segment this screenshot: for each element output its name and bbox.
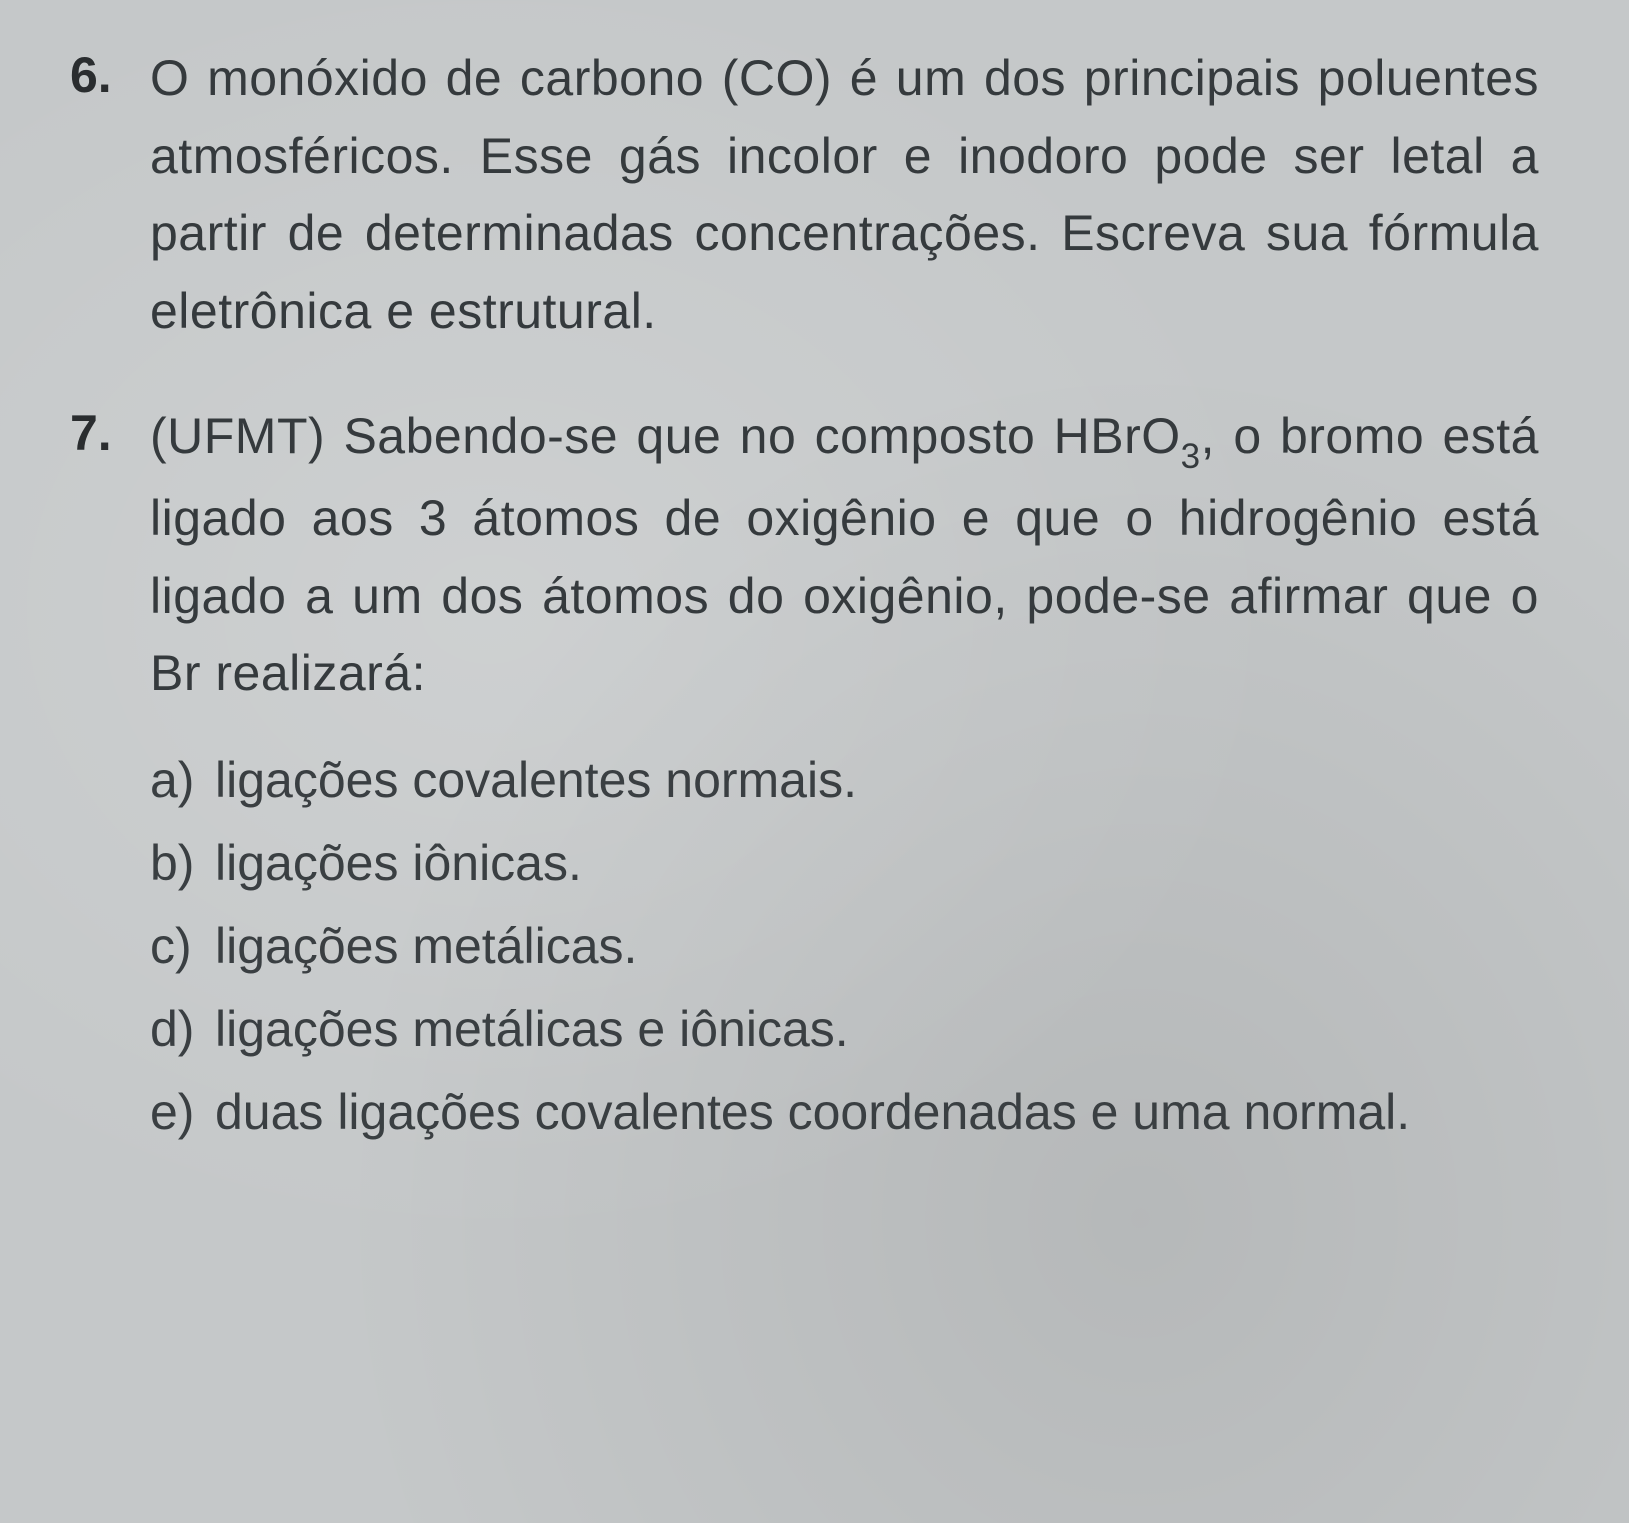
option-letter: e)	[150, 1075, 215, 1150]
option-letter: d)	[150, 992, 215, 1067]
options-list: a) ligações covalentes normais. b) ligaç…	[150, 743, 1539, 1150]
question-text-sub: 3	[1181, 437, 1201, 476]
question-text: O monóxido de carbono (CO) é um dos prin…	[150, 40, 1539, 350]
option-a: a) ligações covalentes normais.	[150, 743, 1539, 818]
option-text: ligações covalentes normais.	[215, 743, 1539, 818]
option-text: ligações metálicas.	[215, 909, 1539, 984]
option-letter: b)	[150, 826, 215, 901]
option-c: c) ligações metálicas.	[150, 909, 1539, 984]
option-b: b) ligações iônicas.	[150, 826, 1539, 901]
question-number: 7.	[70, 398, 150, 468]
option-d: d) ligações metálicas e iônicas.	[150, 992, 1539, 1067]
option-text: duas ligações covalentes coordenadas e u…	[215, 1075, 1539, 1150]
question-6: 6. O monóxido de carbono (CO) é um dos p…	[70, 40, 1539, 350]
option-e: e) duas ligações covalentes coordenadas …	[150, 1075, 1539, 1150]
option-text: ligações iônicas.	[215, 826, 1539, 901]
question-7: 7. (UFMT) Sabendo-se que no composto HBr…	[70, 398, 1539, 1158]
question-body: O monóxido de carbono (CO) é um dos prin…	[150, 40, 1539, 350]
question-text-pre: (UFMT) Sabendo-se que no composto HBrO	[150, 408, 1181, 464]
option-letter: c)	[150, 909, 215, 984]
option-letter: a)	[150, 743, 215, 818]
question-body: (UFMT) Sabendo-se que no composto HBrO3,…	[150, 398, 1539, 1158]
option-text: ligações metálicas e iônicas.	[215, 992, 1539, 1067]
question-number: 6.	[70, 40, 150, 110]
question-text: (UFMT) Sabendo-se que no composto HBrO3,…	[150, 398, 1539, 713]
